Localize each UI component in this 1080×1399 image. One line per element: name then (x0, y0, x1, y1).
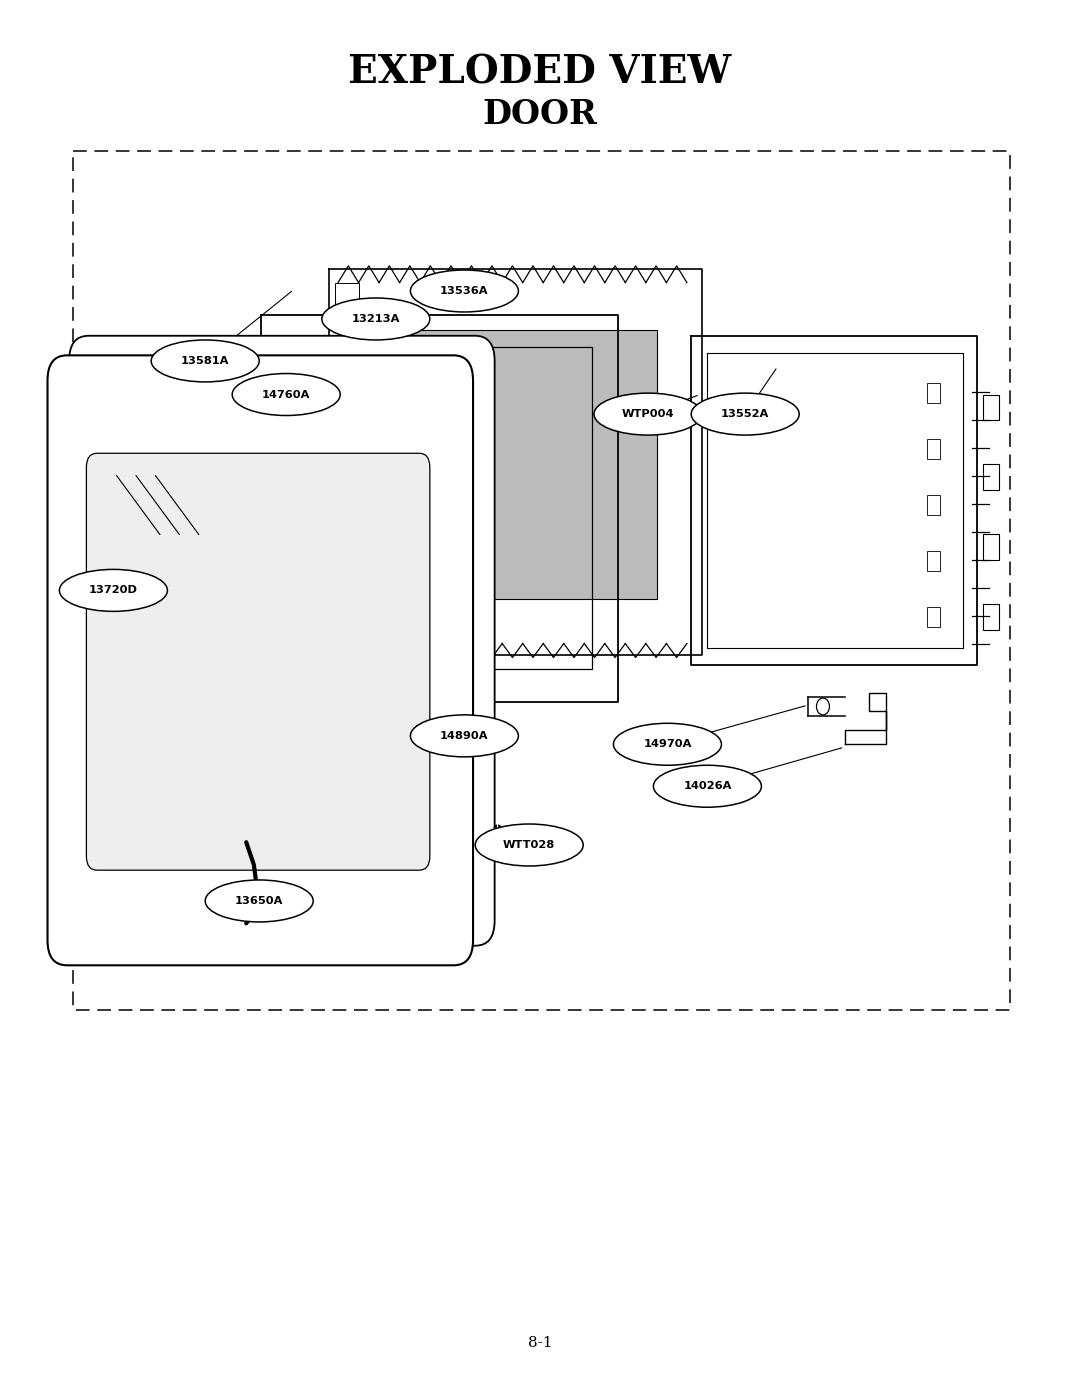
Ellipse shape (205, 880, 313, 922)
Bar (335, 502, 359, 527)
Bar (983, 395, 999, 420)
Ellipse shape (59, 569, 167, 611)
Text: EXPLODED VIEW: EXPLODED VIEW (349, 53, 731, 92)
Text: DOOR: DOOR (483, 98, 597, 132)
Text: 13581A: 13581A (181, 355, 229, 367)
Ellipse shape (232, 374, 340, 416)
Text: 14890A: 14890A (441, 730, 488, 741)
Text: 13536A: 13536A (441, 285, 488, 297)
Bar (927, 607, 940, 627)
Bar (983, 604, 999, 630)
Ellipse shape (594, 393, 702, 435)
Ellipse shape (653, 765, 761, 807)
Bar (335, 337, 359, 362)
Bar (983, 534, 999, 560)
Bar (335, 283, 359, 308)
Text: 13650A: 13650A (235, 895, 283, 907)
Bar (927, 383, 940, 403)
Text: 14026A: 14026A (684, 781, 731, 792)
Ellipse shape (410, 715, 518, 757)
Text: 14760A: 14760A (262, 389, 310, 400)
Text: 13720D: 13720D (89, 585, 138, 596)
Ellipse shape (322, 298, 430, 340)
Text: 8-1: 8-1 (528, 1336, 552, 1350)
Text: 13552A: 13552A (721, 409, 769, 420)
Bar (335, 448, 359, 473)
Text: 13213A: 13213A (352, 313, 400, 325)
Bar (983, 464, 999, 490)
Text: 14970A: 14970A (644, 739, 691, 750)
Bar (927, 439, 940, 459)
Ellipse shape (613, 723, 721, 765)
Bar (335, 611, 359, 637)
FancyBboxPatch shape (48, 355, 473, 965)
Ellipse shape (410, 270, 518, 312)
Bar (378, 330, 657, 599)
Text: WTT028: WTT028 (503, 839, 555, 851)
FancyBboxPatch shape (69, 336, 495, 946)
Ellipse shape (691, 393, 799, 435)
Bar (927, 495, 940, 515)
Text: WTP004: WTP004 (622, 409, 674, 420)
Bar (335, 557, 359, 582)
Bar (335, 392, 359, 417)
Ellipse shape (475, 824, 583, 866)
Ellipse shape (151, 340, 259, 382)
Bar (927, 551, 940, 571)
FancyBboxPatch shape (86, 453, 430, 870)
